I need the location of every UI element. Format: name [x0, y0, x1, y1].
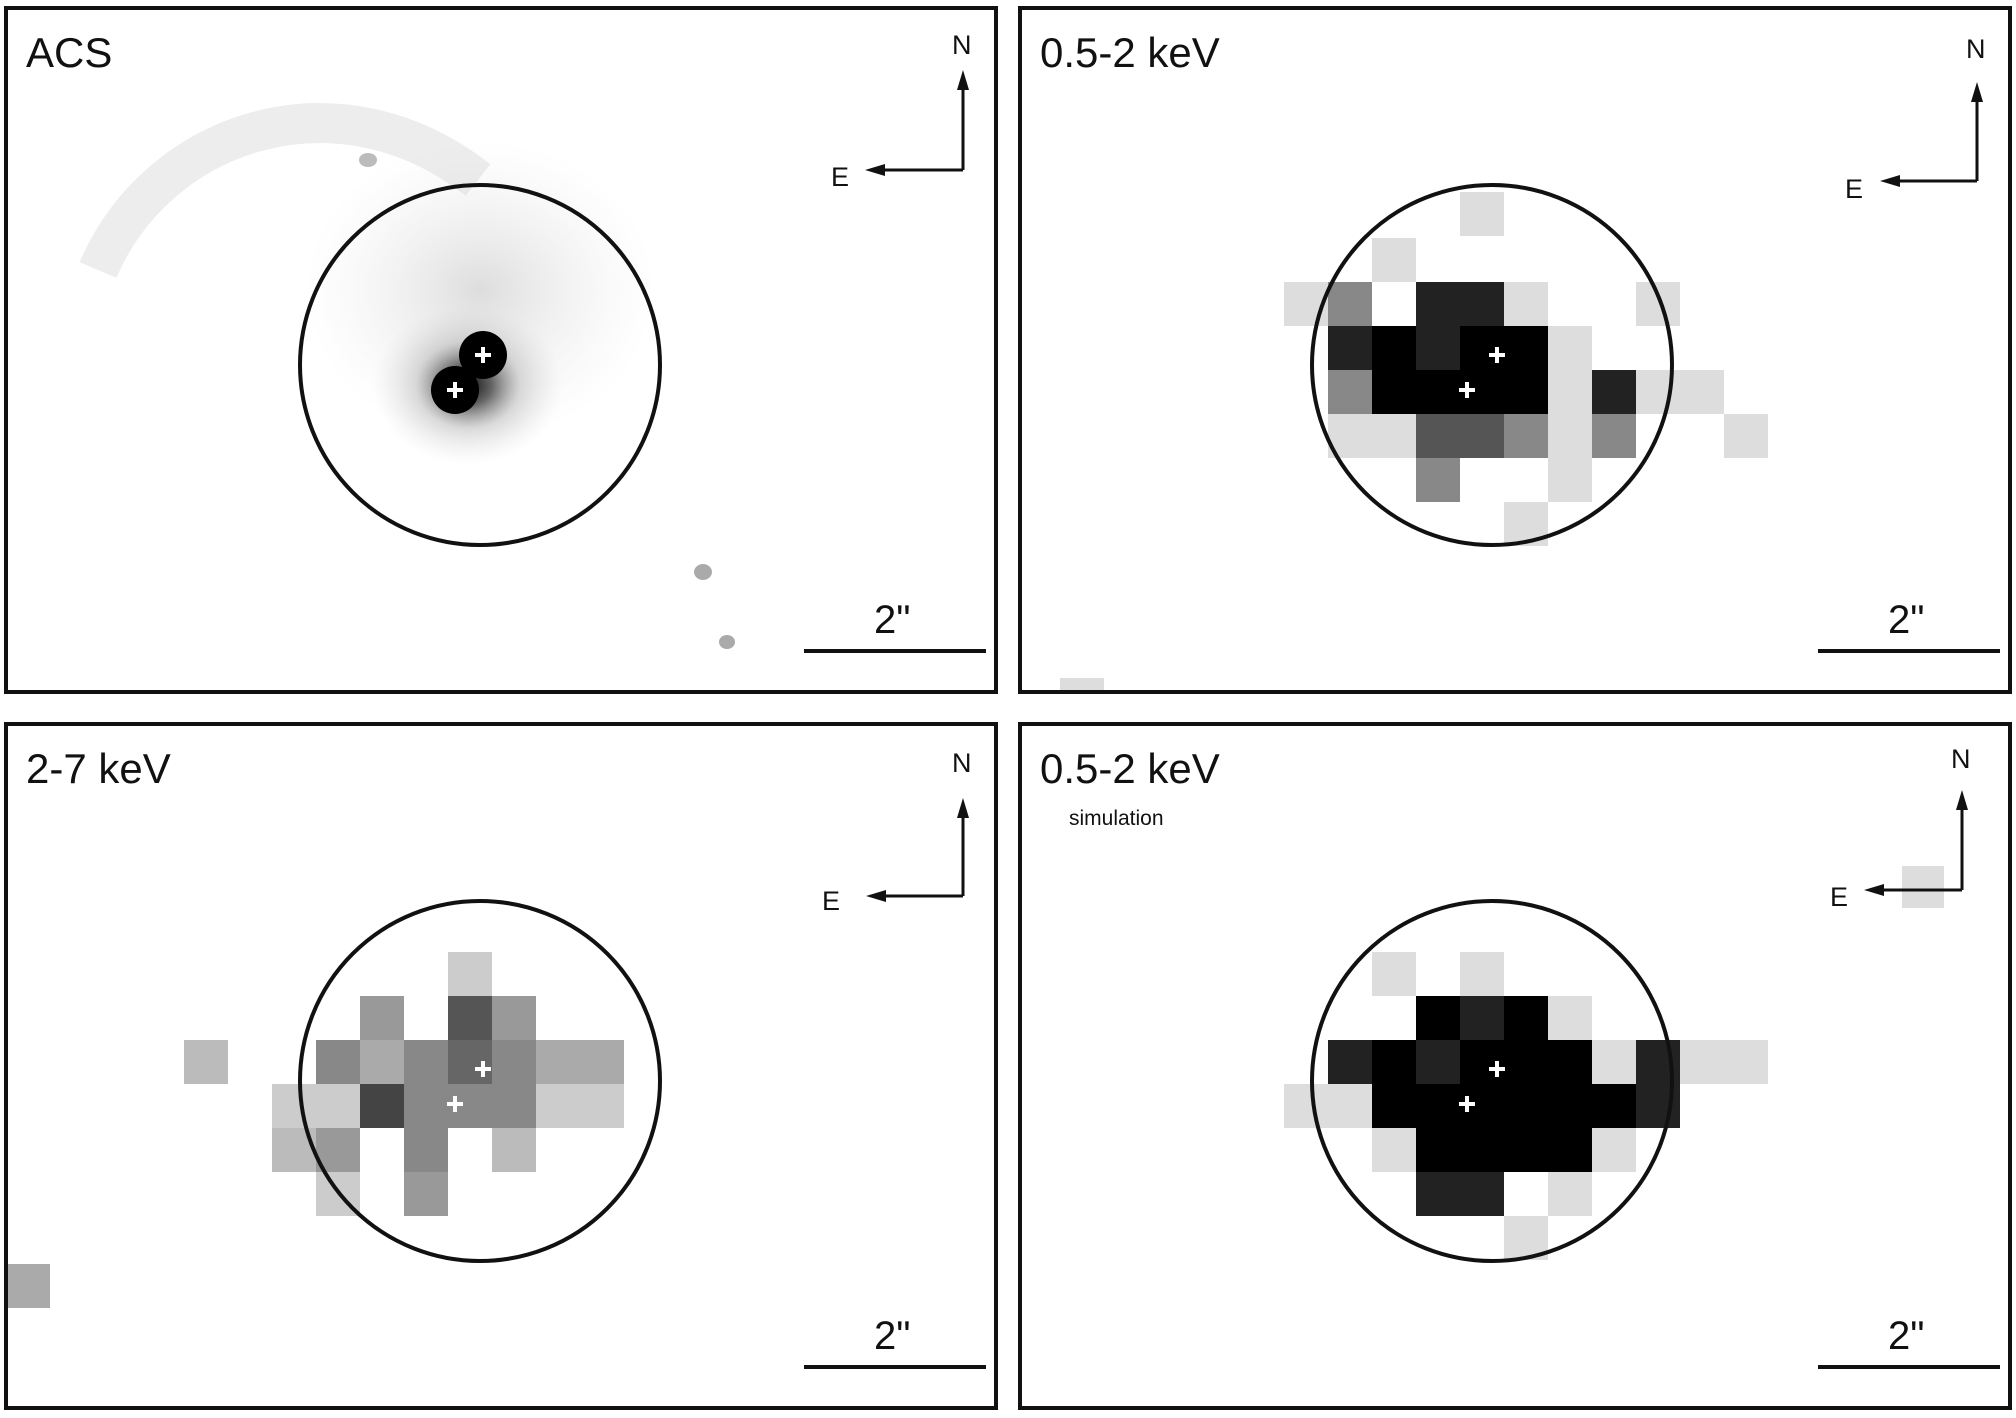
east-label: E	[831, 162, 850, 192]
pixel-map	[8, 952, 624, 1308]
north-label: N	[1966, 34, 1986, 64]
hard-xray-image	[8, 798, 986, 1369]
acs-image	[79, 70, 986, 653]
scale-label: 2"	[1888, 598, 1925, 642]
scale-label: 2"	[874, 598, 911, 642]
source-cross-marker-icon	[447, 1061, 491, 1112]
extraction-circle	[1310, 899, 1674, 1263]
soft-xray-image	[1060, 82, 2000, 690]
compass-arrows-icon	[873, 78, 965, 172]
scale-label: 2"	[874, 1314, 911, 1358]
panel-title: 0.5-2 keV	[1040, 29, 1220, 76]
compass-arrows-icon	[1888, 90, 1979, 183]
panel-acs: ACS N E 2"	[4, 6, 998, 694]
pixel-map	[1284, 866, 1944, 1260]
pixel-map	[1060, 192, 1768, 690]
north-label: N	[1951, 744, 1971, 774]
scale-label: 2"	[1888, 1314, 1925, 1358]
panel-title: 2-7 keV	[26, 745, 171, 792]
extraction-circle	[298, 899, 662, 1263]
panel-subtitle: simulation	[1069, 807, 1164, 830]
compass-arrows-icon	[874, 806, 965, 898]
north-label: N	[952, 30, 972, 60]
extraction-circle	[298, 183, 662, 547]
compass-arrows-icon	[1872, 798, 1964, 892]
extraction-circle	[1310, 183, 1674, 547]
simulation-image	[1284, 790, 2000, 1369]
source-cross-marker-icon	[447, 347, 491, 398]
east-label: E	[1830, 882, 1849, 912]
panel-soft: 0.5-2 keV N E 2"	[1018, 6, 2012, 694]
east-label: E	[822, 886, 841, 916]
panel-simulation: 0.5-2 keV simulation N E 2"	[1018, 722, 2012, 1410]
source-cross-marker-icon	[1459, 1061, 1505, 1112]
panel-hard: 2-7 keV N E 2"	[4, 722, 998, 1410]
north-label: N	[952, 748, 972, 778]
panel-title: ACS	[26, 29, 113, 76]
east-label: E	[1845, 174, 1864, 204]
source-cross-marker-icon	[1459, 347, 1505, 398]
panel-title: 0.5-2 keV	[1040, 745, 1220, 792]
